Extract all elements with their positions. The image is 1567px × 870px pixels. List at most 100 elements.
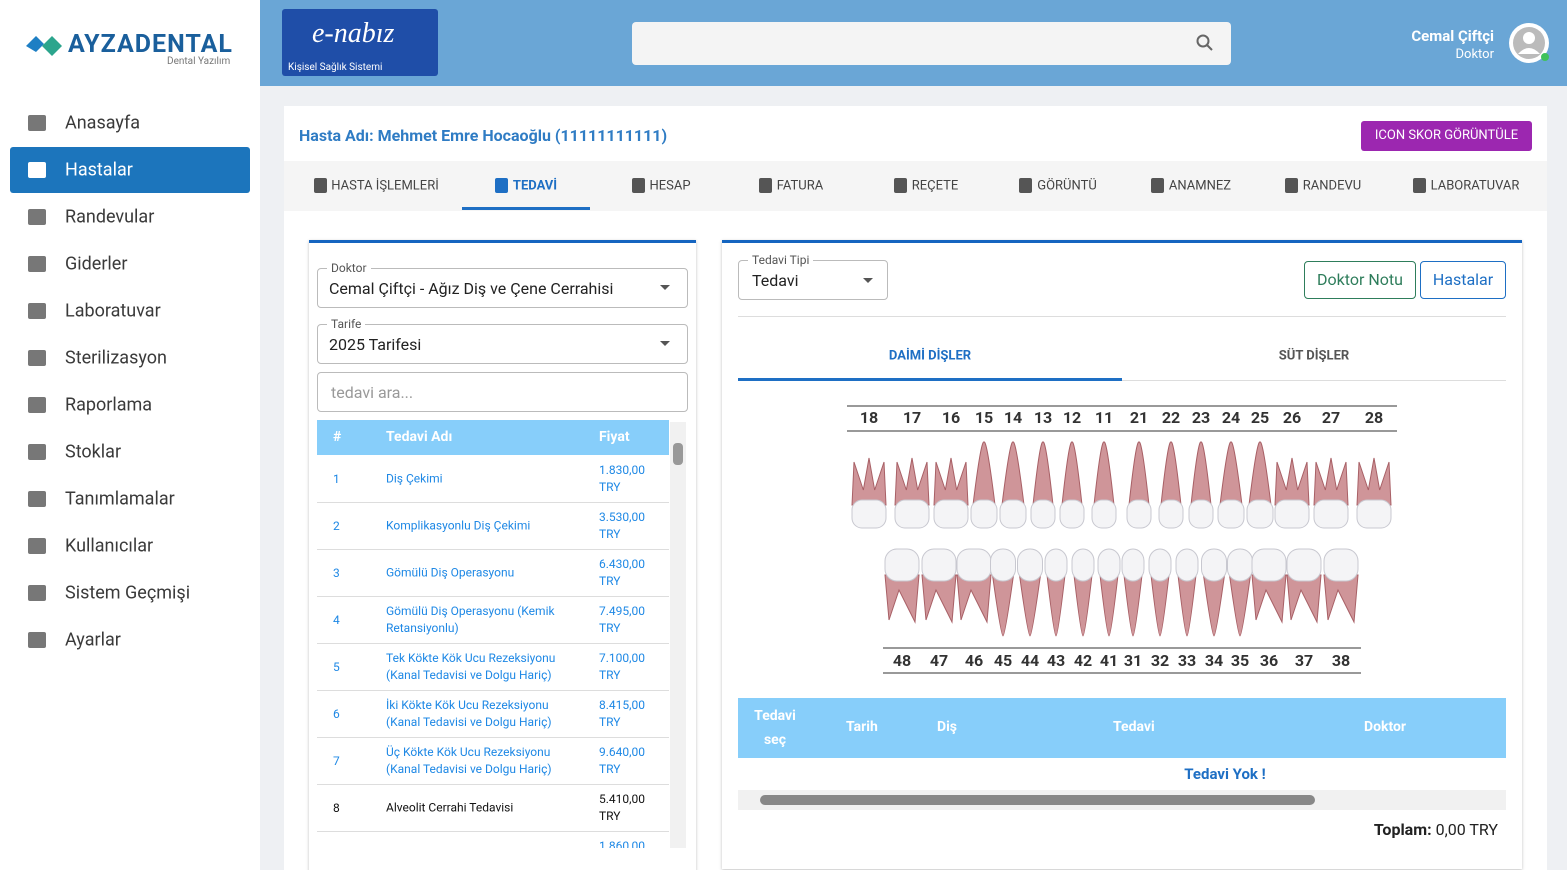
tooth-number[interactable]: 48 <box>893 651 911 670</box>
tooth-number[interactable]: 37 <box>1295 651 1313 670</box>
tooth-crown <box>1175 548 1199 582</box>
tab-icon <box>1285 178 1298 193</box>
avatar[interactable] <box>1508 22 1552 66</box>
nav-item[interactable]: Hastalar <box>65 159 133 181</box>
tooth-number[interactable]: 45 <box>994 651 1012 670</box>
tab[interactable]: LABORATUVAR <box>1430 178 1520 194</box>
tooth-number[interactable]: 23 <box>1192 408 1210 427</box>
h-scroll-thumb[interactable] <box>760 795 1315 805</box>
treatment-search[interactable] <box>317 372 688 412</box>
search-icon[interactable] <box>1196 34 1214 52</box>
nav-item[interactable]: Kullanıcılar <box>65 535 154 557</box>
tooth-number[interactable]: 14 <box>1004 408 1022 427</box>
tooth-crown <box>956 548 992 582</box>
nav-item[interactable]: Sistem Geçmişi <box>65 582 191 604</box>
nav-item[interactable]: Raporlama <box>65 394 153 416</box>
scroll-thumb[interactable] <box>673 443 683 465</box>
dropdown-arrow <box>863 278 873 283</box>
tooth-root <box>884 574 920 624</box>
tooth-crown <box>1148 548 1172 582</box>
enabiz-subtitle: Kişisel Sağlık Sistemi <box>288 62 383 73</box>
empty-message: Tedavi Yok ! <box>1184 765 1266 783</box>
row-num: 1 <box>333 472 340 486</box>
tooth-crown <box>970 499 998 529</box>
tooth-root <box>1160 441 1182 506</box>
tooth-number[interactable]: 43 <box>1047 651 1065 670</box>
scrollbar[interactable] <box>670 422 686 848</box>
tooth-root <box>1093 441 1115 506</box>
score-button[interactable]: ICON SKOR GÖRÜNTÜLE <box>1361 121 1532 151</box>
tooth-number[interactable]: 31 <box>1124 651 1142 670</box>
tooth-number[interactable]: 21 <box>1130 408 1148 427</box>
tooth-number[interactable]: 41 <box>1100 651 1118 670</box>
tooth-number[interactable]: 18 <box>860 408 878 427</box>
nav-item[interactable]: Stoklar <box>65 441 122 463</box>
tooth-crown <box>990 548 1016 582</box>
tooth-number[interactable]: 25 <box>1251 408 1269 427</box>
tooth-number[interactable]: 13 <box>1034 408 1052 427</box>
nav-item[interactable]: Ayarlar <box>65 629 121 651</box>
tab[interactable]: REÇETE <box>911 178 959 194</box>
tooth-number[interactable]: 22 <box>1162 408 1180 427</box>
doctor-select[interactable] <box>317 268 688 308</box>
search-bar[interactable] <box>632 22 1231 65</box>
tab[interactable]: TEDAVİ <box>512 178 558 194</box>
tooth-number[interactable]: 27 <box>1322 408 1340 427</box>
tab[interactable]: FATURA <box>776 178 824 194</box>
tooth-number[interactable]: 26 <box>1283 408 1301 427</box>
tooth-root <box>1123 574 1143 637</box>
tooth-number[interactable]: 11 <box>1095 408 1113 427</box>
tooth-crown <box>1030 499 1056 529</box>
enabiz-logo[interactable] <box>282 9 438 76</box>
tooth-number[interactable]: 35 <box>1231 651 1249 670</box>
col-header: Tedavi <box>1113 719 1155 735</box>
right-panel <box>722 240 1522 869</box>
tooth-number[interactable]: 32 <box>1151 651 1169 670</box>
tooth-root <box>1128 441 1150 506</box>
col-header: Doktor <box>1364 719 1407 735</box>
tab[interactable]: ANAMNEZ <box>1168 178 1232 194</box>
row-num: 3 <box>333 566 340 580</box>
tab-icon <box>313 178 327 193</box>
tooth-number[interactable]: 15 <box>975 408 993 427</box>
tab[interactable]: HASTA İŞLEMLERİ <box>331 178 439 194</box>
tooth-number[interactable]: 44 <box>1021 651 1039 670</box>
tooth-number[interactable]: 12 <box>1063 408 1081 427</box>
nav-item[interactable]: Giderler <box>65 253 128 275</box>
tooth-number[interactable]: 42 <box>1074 651 1092 670</box>
tab-icon <box>893 178 907 193</box>
nav-item[interactable]: Tanımlamalar <box>65 488 175 510</box>
nav-item[interactable]: Randevular <box>65 206 155 228</box>
tooth-number[interactable]: 24 <box>1222 408 1240 427</box>
tooth-number[interactable]: 17 <box>903 408 921 427</box>
tab[interactable]: RANDEVU <box>1302 178 1362 194</box>
tooth-number[interactable]: 38 <box>1332 651 1350 670</box>
tariff-select[interactable] <box>317 324 688 364</box>
tab[interactable]: HESAP <box>649 178 691 194</box>
patients-button[interactable]: Hastalar <box>1420 261 1506 299</box>
row-name: Tek Kökte Kök Ucu Rezeksiyonu (Kanal Ted… <box>386 651 556 682</box>
tooth-number[interactable]: 47 <box>930 651 948 670</box>
tooth-crown <box>1121 548 1145 582</box>
nav-item[interactable]: Sterilizasyon <box>65 347 167 369</box>
user-role: Doktor <box>1455 47 1494 62</box>
left-panel <box>309 240 696 870</box>
nav-item[interactable]: Laboratuvar <box>65 300 161 322</box>
tooth-number[interactable]: 36 <box>1260 651 1278 670</box>
col-header: Tedavi Adı <box>386 429 453 445</box>
tooth-crown <box>1044 548 1068 582</box>
tooth-crown <box>1246 499 1274 529</box>
tooth-number[interactable]: 34 <box>1205 651 1223 670</box>
tooth-number[interactable]: 28 <box>1365 408 1383 427</box>
tooth-tab[interactable]: DAİMİ DİŞLER <box>888 348 972 364</box>
doctor-note-button[interactable]: Doktor Notu <box>1304 261 1416 299</box>
search-placeholder: tedavi ara... <box>331 383 414 402</box>
nav-item[interactable]: Anasayfa <box>65 112 141 134</box>
tooth-number[interactable]: 46 <box>965 651 983 670</box>
row-num: 2 <box>333 519 340 533</box>
tooth-number[interactable]: 16 <box>942 408 960 427</box>
tab[interactable]: GÖRÜNTÜ <box>1037 178 1097 194</box>
tooth-tab[interactable]: SÜT DİŞLER <box>1278 348 1350 364</box>
tooth-number[interactable]: 33 <box>1178 651 1196 670</box>
tooth-crown <box>1251 548 1287 582</box>
